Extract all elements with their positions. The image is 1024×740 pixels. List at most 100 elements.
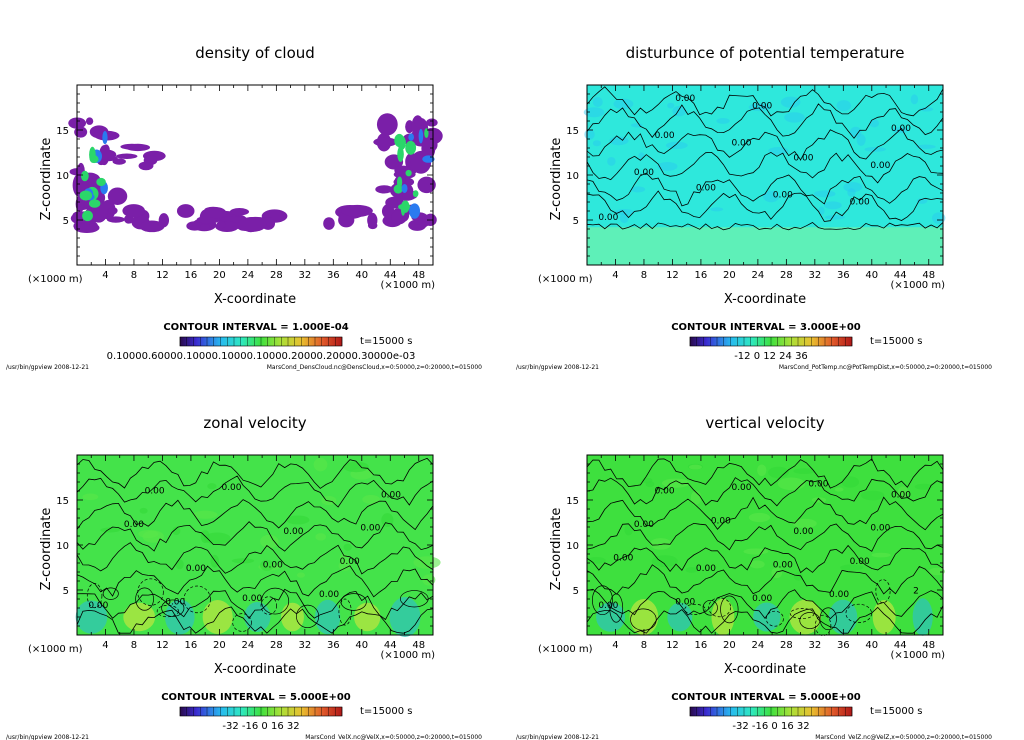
cloud-blob [115,153,138,159]
footer-right: MarsCond_PotTemp.nc@PotTempDist,x=0:5000… [779,364,992,371]
x-tick-label: 16 [695,640,708,651]
y-tick-label: 15 [566,126,579,137]
footer-right: MarsCond_VelZ.nc@VelZ,x=0:50000,z=0:2000… [815,734,992,740]
cloud-blob [108,206,118,215]
x-tick-label: 28 [270,270,283,281]
field-patch [142,530,164,543]
cloud-blob [74,222,100,234]
field-patch [847,188,856,197]
cloud-blob [426,118,438,127]
field-patch [743,548,769,555]
chart-panel-2: disturbunce of potential temperature 0.00… [516,44,992,371]
cloud-blob [107,187,128,205]
y-tick-label: 5 [573,586,579,597]
x-tick-label: 12 [666,270,679,281]
cloud-blob [375,185,393,194]
field-patch [584,129,595,140]
contour-label: 0.00 [145,487,165,497]
field-patch [690,490,702,505]
cloud-core [412,190,419,198]
field-patch [932,212,946,224]
cloud-blob [138,161,154,171]
cloud-blob [139,220,165,233]
cloud-core [408,133,415,141]
field-patch [624,524,633,536]
field-patch [321,495,337,506]
x-unit-right: (×1000 m) [890,280,945,291]
x-tick-label: 44 [384,640,397,651]
x-axis-label: X-coordinate [214,292,296,307]
field-patch [793,572,804,581]
contour-closed [232,613,252,632]
contour-line [586,605,944,634]
field-patch [840,564,864,571]
field-patch [813,190,836,198]
contour-label: 0.00 [598,601,618,611]
contour-label: 0.00 [634,520,654,530]
x-axis-label: X-coordinate [724,292,806,307]
contour-label: 0.00 [88,601,108,611]
cloud-blob [216,220,226,229]
contour-interval: CONTOUR INTERVAL = 1.000E-04 [163,322,348,333]
x-tick-label: 40 [865,640,878,651]
y-tick-label: 5 [63,216,69,227]
chart-title: zonal velocity [203,414,306,432]
contour-closed [609,593,624,623]
contour-label: 0.00 [752,594,772,604]
field-patch [260,559,274,571]
contour-line [76,521,434,552]
cloud-blob [112,158,126,165]
contour-line [76,457,434,489]
contour-closed [161,599,185,617]
contour-line [586,496,944,531]
cloud-core [405,140,417,155]
cloud-core [401,200,410,213]
field-patch [916,198,928,204]
contour-line [586,151,944,184]
footer-left: /usr/bin/gpview 2008-12-21 [6,364,89,371]
field-patch [768,466,789,479]
cloud-core [80,170,89,182]
field-patch [749,560,765,569]
contour-label: 0.00 [850,198,870,208]
cloud-blob [75,195,85,213]
field-patch [763,190,780,203]
x-tick-label: 8 [641,640,647,651]
field-patch [592,140,602,147]
x-tick-label: 32 [298,270,311,281]
contour-closed [720,595,739,624]
surface-cell [596,602,626,632]
contour-line [586,86,944,117]
surface-cell [389,597,421,637]
surface-cell [75,600,108,634]
contour-label: 0.00 [340,557,360,567]
contour-label: 0.00 [655,487,675,497]
field-patch [780,96,801,108]
field-patch [685,567,698,573]
x-tick-label: 4 [102,270,108,281]
cloud-core [409,203,421,219]
field-patch [193,510,218,519]
field-patch [920,106,934,112]
cloud-blob [367,212,378,228]
contour-label: 0.00 [283,527,303,537]
chart-title: disturbunce of potential temperature [626,44,905,62]
field-patch [82,493,99,501]
surface-cell [872,600,896,634]
field-patch [672,105,687,117]
contour-closed [156,605,179,618]
field-patch [834,487,844,492]
field-patch [916,144,936,149]
field-patch [892,127,909,134]
contour-label: 0.00 [696,564,716,574]
cloud-blob [97,149,117,160]
x-tick-label: 44 [894,270,907,281]
contour-label: 0.00 [773,561,793,571]
field-patch [586,557,606,564]
contour-closed [789,608,815,619]
contour-closed [86,583,103,609]
cloud-core [89,146,96,163]
contour-label: 0.00 [634,168,654,178]
field-patch [843,182,863,193]
